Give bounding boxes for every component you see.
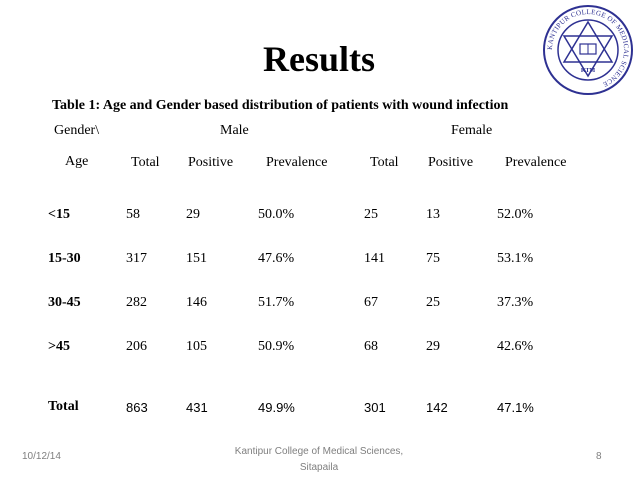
college-logo: KANTIPUR COLLEGE OF MEDICAL SCIENCE KTM <box>543 5 633 95</box>
table-caption: Table 1: Age and Gender based distributi… <box>52 98 509 113</box>
table-cell: 42.6% <box>497 339 534 354</box>
table-cell: 317 <box>126 251 147 266</box>
table-cell: 50.0% <box>258 207 295 222</box>
table-cell: 29 <box>426 339 440 354</box>
subheader-male-positive: Positive <box>188 155 234 170</box>
row-age-label: <15 <box>48 207 70 222</box>
table-cell: 58 <box>126 207 140 222</box>
logo-star <box>562 20 614 63</box>
row-age-label: 30-45 <box>48 295 81 310</box>
table-cell: 50.9% <box>258 339 295 354</box>
table-cell: 25 <box>426 295 440 310</box>
table-cell: 282 <box>126 295 147 310</box>
table-cell: 105 <box>186 339 207 354</box>
footer-institution: Kantipur College of Medical Sciences, Si… <box>219 444 419 476</box>
table-cell: 47.6% <box>258 251 295 266</box>
slide-title: Results <box>262 39 375 79</box>
table-cell: 146 <box>186 295 207 310</box>
row-age-label: >45 <box>48 339 70 354</box>
total-cell: 301 <box>364 400 386 415</box>
total-cell: 142 <box>426 400 448 415</box>
total-label: Total <box>48 399 79 414</box>
footer-institution-line1: Kantipur College of Medical Sciences, <box>234 446 404 457</box>
header-age: Age <box>65 154 89 169</box>
page-number: 8 <box>596 451 602 462</box>
table-cell: 51.7% <box>258 295 295 310</box>
table-cell: 68 <box>364 339 378 354</box>
table-cell: 13 <box>426 207 440 222</box>
total-cell: 47.1% <box>497 400 534 415</box>
subheader-female-total: Total <box>370 155 399 170</box>
subheader-male-prevalence: Prevalence <box>266 155 328 170</box>
subheader-male-total: Total <box>131 155 160 170</box>
total-cell: 49.9% <box>258 400 295 415</box>
table-cell: 75 <box>426 251 440 266</box>
table-cell: 29 <box>186 207 200 222</box>
subheader-female-prevalence: Prevalence <box>505 155 567 170</box>
total-cell: 431 <box>186 400 208 415</box>
logo-center-text: KTM <box>581 68 596 74</box>
table-cell: 25 <box>364 207 378 222</box>
table-cell: 37.3% <box>497 295 534 310</box>
row-age-label: 15-30 <box>48 251 81 266</box>
header-female: Female <box>451 123 493 138</box>
header-gender: Gender\ <box>54 123 100 138</box>
subheader-female-positive: Positive <box>428 155 474 170</box>
table-cell: 67 <box>364 295 378 310</box>
header-male: Male <box>220 123 249 138</box>
table-cell: 53.1% <box>497 251 534 266</box>
footer-date: 10/12/14 <box>22 451 61 462</box>
table-cell: 206 <box>126 339 147 354</box>
table-cell: 52.0% <box>497 207 534 222</box>
table-cell: 151 <box>186 251 207 266</box>
total-cell: 863 <box>126 400 148 415</box>
table-cell: 141 <box>364 251 385 266</box>
footer-institution-line2: Sitapaila <box>299 462 339 473</box>
